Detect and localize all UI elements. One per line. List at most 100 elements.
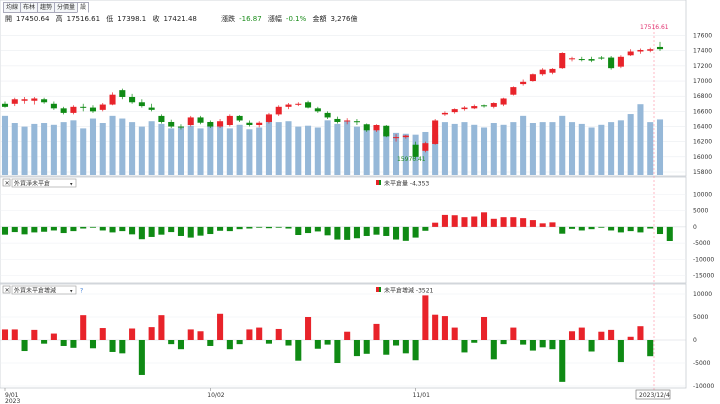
- price-tick-label: 17200: [693, 63, 712, 70]
- oi-bar: [187, 226, 194, 238]
- candle-body: [119, 90, 126, 97]
- amount-label: 金額: [312, 15, 327, 23]
- oi-change-bar: [617, 340, 624, 363]
- oi-change-bar: [197, 331, 204, 340]
- candle-body: [402, 135, 409, 138]
- candle-body: [275, 106, 282, 115]
- tab-volume-profile[interactable]: 分價量: [54, 2, 79, 13]
- bar-tick-label: 0: [693, 224, 697, 231]
- x-axis-labels: 9/01 10/02 11/01: [4, 388, 430, 399]
- candle-body: [217, 121, 224, 127]
- price-tick-label: 16000: [693, 154, 712, 161]
- oi-bar: [256, 226, 263, 228]
- candle-body: [236, 115, 243, 121]
- oi-bar: [422, 226, 429, 231]
- oi-bar: [598, 226, 605, 228]
- oi-change-bar: [432, 314, 439, 340]
- oi-bar: [510, 217, 517, 227]
- oi-change-bar: [1, 329, 9, 340]
- candle-body: [89, 107, 97, 112]
- oi-bar: [31, 226, 38, 233]
- candle-body: [99, 104, 106, 110]
- candle-body: [529, 74, 536, 82]
- toolbar-tabs: 均線 布林 趨勢 分價量 設: [3, 2, 90, 13]
- oi-bar: [490, 218, 497, 227]
- candle-body: [50, 103, 57, 109]
- indicator-select[interactable]: [11, 285, 77, 295]
- indicator-select[interactable]: [11, 178, 77, 188]
- volume-bar: [187, 125, 194, 175]
- oi-change-legend: 未平倉增減 -3521: [384, 287, 434, 295]
- candle-body: [158, 115, 165, 122]
- candle-body: [344, 120, 351, 122]
- oi-bar: [393, 226, 400, 240]
- volume-bar: [520, 115, 527, 175]
- tab-bollinger[interactable]: 布林: [20, 2, 39, 13]
- candle-body: [129, 96, 136, 103]
- volume-bar: [568, 122, 576, 175]
- oi-change-bar: [41, 340, 48, 344]
- oi-change-bars: [1, 295, 654, 382]
- oi-bar: [559, 226, 566, 234]
- oi-change-bar: [109, 340, 116, 352]
- oi-bar: [197, 226, 204, 236]
- oi-change-bar: [50, 333, 57, 340]
- volume-bar: [275, 122, 282, 175]
- tab-trend[interactable]: 趨勢: [37, 2, 56, 13]
- oi-change-bar: [608, 329, 615, 340]
- oi-bar: [402, 226, 409, 241]
- x-tick-label: 10/02: [207, 392, 224, 399]
- change-value: -16.87: [239, 15, 262, 23]
- help-icon[interactable]: ?: [80, 288, 83, 295]
- volume-bar: [60, 122, 67, 175]
- candle-body: [549, 68, 556, 73]
- close-icon[interactable]: [2, 178, 11, 187]
- candle-body: [80, 106, 87, 108]
- open-value: 17450.64: [16, 15, 50, 23]
- candle-body: [393, 137, 400, 139]
- legend-swatch-down: [379, 287, 381, 292]
- legend-swatch-down: [379, 180, 381, 185]
- volume-bar: [21, 126, 28, 175]
- oi-bar: [539, 223, 546, 227]
- volume-bar: [383, 131, 390, 175]
- chevron-down-icon: ▾: [70, 182, 73, 188]
- close-label: 收: [152, 15, 160, 23]
- candle-body: [60, 108, 67, 113]
- oi-bar: [412, 226, 419, 238]
- tab-settings[interactable]: 設: [77, 2, 90, 13]
- oi-change-panel-header: ✕ 外資未平倉增減 ▾ ? 未平倉增減 -3521: [2, 285, 434, 295]
- oi-bar: [314, 226, 321, 232]
- oi-bar: [568, 226, 576, 229]
- volume-bar: [617, 120, 624, 175]
- volume-bar: [422, 131, 429, 175]
- oi-bar: [461, 217, 468, 227]
- low-value: 17398.1: [117, 15, 147, 23]
- close-icon[interactable]: [2, 285, 11, 294]
- volume-bar: [177, 126, 185, 175]
- candle-body: [314, 108, 321, 112]
- oi-change-bar: [480, 317, 488, 340]
- candle-body: [256, 122, 263, 126]
- oi-bar: [324, 226, 331, 236]
- candle-body: [588, 59, 595, 61]
- oi-change-bar: [265, 340, 272, 344]
- oi-bar: [451, 215, 458, 227]
- oi-change-bar: [373, 323, 380, 340]
- volume-bar: [207, 124, 214, 175]
- candle-body: [480, 105, 488, 107]
- oi-change-bar: [344, 331, 351, 340]
- oi-change-bar: [168, 340, 175, 345]
- high-label: 高: [55, 15, 63, 23]
- x-tick-label: 9/01: [5, 392, 19, 399]
- oi-change-bar: [21, 340, 28, 352]
- oi-change-bar: [412, 340, 419, 361]
- bar-tick-label: -5000: [693, 360, 711, 367]
- candle-body: [305, 102, 312, 108]
- volume-bar: [441, 122, 448, 175]
- oi-bar: [285, 226, 292, 229]
- tab-ma[interactable]: 均線: [3, 2, 22, 13]
- bar-tick-label: 10000: [693, 291, 712, 298]
- candle-body: [617, 56, 624, 67]
